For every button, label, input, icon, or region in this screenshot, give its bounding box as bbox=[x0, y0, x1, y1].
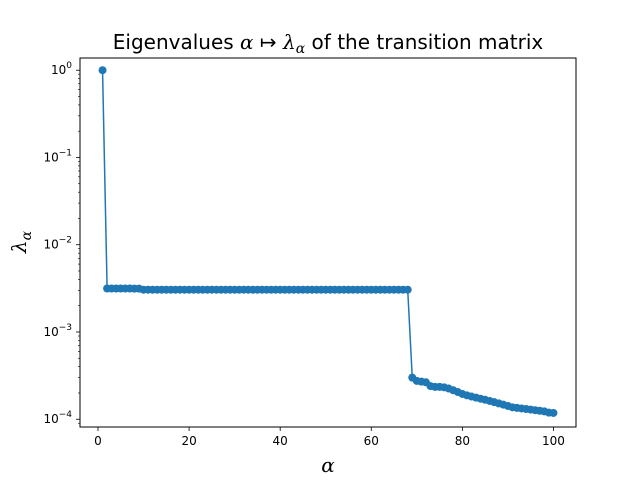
y-tick-exponent: −4 bbox=[59, 410, 73, 420]
y-tick-base: 10 bbox=[43, 150, 58, 164]
chart-title-alpha: α bbox=[240, 30, 254, 54]
y-tick-base: 10 bbox=[43, 325, 58, 339]
x-axis-label: α bbox=[321, 453, 335, 477]
y-tick-base: 10 bbox=[43, 412, 58, 426]
y-axis-label-sub: α bbox=[19, 230, 35, 240]
chart-title-prefix: Eigenvalues bbox=[113, 30, 240, 54]
data-point bbox=[549, 408, 558, 417]
y-axis-label-main: λ bbox=[7, 240, 31, 254]
chart-title-lambda: λ bbox=[282, 30, 296, 54]
y-tick-exponent: −3 bbox=[59, 323, 72, 333]
chart-title-sub: α bbox=[296, 41, 306, 57]
y-tick-exponent: −1 bbox=[59, 148, 72, 158]
y-axis-label: λα bbox=[7, 230, 35, 254]
chart-title: Eigenvalues α ↦ λα of the transition mat… bbox=[113, 30, 544, 57]
y-tick-exponent: −2 bbox=[59, 236, 72, 246]
y-tick-label: 10−4 bbox=[43, 410, 72, 426]
data-point bbox=[98, 66, 107, 75]
x-axis-ticks: 0 20 40 60 80 100 bbox=[94, 427, 565, 448]
plot-area bbox=[98, 66, 558, 417]
x-tick-label: 40 bbox=[273, 434, 288, 448]
y-tick-label: 100 bbox=[51, 61, 72, 77]
plot-frame bbox=[79, 57, 577, 428]
x-tick-label: 0 bbox=[94, 434, 102, 448]
y-tick-label: 10−2 bbox=[43, 236, 72, 252]
y-tick-exponent: 0 bbox=[66, 61, 72, 71]
x-tick-label: 80 bbox=[455, 434, 470, 448]
y-tick-label: 10−1 bbox=[43, 148, 72, 164]
y-tick-label: 10−3 bbox=[43, 323, 72, 339]
x-tick-label: 100 bbox=[542, 434, 565, 448]
chart-title-suffix: of the transition matrix bbox=[305, 30, 543, 54]
data-point bbox=[403, 285, 412, 294]
x-tick-label: 20 bbox=[181, 434, 196, 448]
chart-title-arrow: ↦ bbox=[254, 30, 283, 54]
x-tick-label: 60 bbox=[364, 434, 379, 448]
y-tick-base: 10 bbox=[43, 238, 58, 252]
y-tick-base: 10 bbox=[51, 63, 66, 77]
